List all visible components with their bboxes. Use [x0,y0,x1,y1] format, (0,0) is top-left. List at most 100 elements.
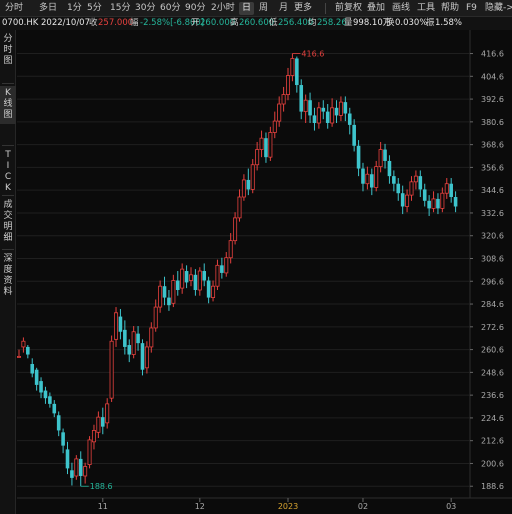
period-tab-2[interactable]: 1分 [67,3,82,13]
y-tick-label: 248.6 [481,368,504,377]
side-divider [2,83,14,84]
candle-body [167,297,171,306]
period-tab-1[interactable]: 多日 [39,3,58,13]
high-label: 高 [230,18,239,28]
candle-body [396,183,401,194]
side-tab-char: 资 [3,276,13,286]
kline-chart[interactable]: 416.6 404.6 392.6 380.6 368.6 356.6 344.6 332.6… [0,30,512,514]
candle-body [140,343,145,370]
toolbar-divider [325,3,326,14]
candle-body [392,176,396,184]
x-tick-label: 11 [98,502,108,511]
period-tab-10[interactable]: 周 [259,3,269,13]
y-tick-label: 320.6 [481,232,504,241]
candle-body [453,197,458,207]
volume-value: 998.10万 [353,18,392,28]
candle-body [316,107,321,124]
side-tab-4[interactable]: 深度资料 [0,252,16,301]
period-tab-9[interactable]: 日 [239,2,255,15]
candle-body [118,316,123,332]
toolbar-action-4[interactable]: 帮助 [441,3,460,13]
candle-body [39,381,43,393]
candle-body [149,327,154,348]
side-divider [2,195,14,196]
y-tick-label: 332.6 [481,209,504,218]
candle-body [180,268,185,289]
candle-body [206,280,211,298]
candle-body [427,200,431,209]
y-tick-label: 284.6 [481,300,504,309]
side-tab-0[interactable]: 分时图 [0,32,16,70]
toolbar-action-6[interactable]: 隐藏-> [485,3,512,13]
period-tab-7[interactable]: 90分 [185,3,206,13]
candle-body [440,192,445,209]
candle-body [413,175,418,183]
side-tab-3[interactable]: 成交明细 [0,198,16,247]
candle-body [405,194,410,207]
avg-value: 258.26 [317,18,347,28]
toolbar-action-2[interactable]: 画线 [392,3,411,13]
close-label: 收 [89,18,98,28]
candle-body [361,168,365,184]
toolbar-action-5[interactable]: F9 [466,3,477,13]
candle-body [241,179,246,198]
high-value: 260.600 [239,18,275,28]
x-tick-label: 03 [446,502,456,511]
plot-background [17,30,470,498]
candle-body [449,183,453,198]
candle-body [171,280,176,304]
y-tick-label: 296.6 [481,277,504,286]
candle-body [290,58,295,76]
candle-body [224,257,229,274]
period-tab-12[interactable]: 更多 [294,3,313,13]
candle-body [233,217,238,242]
side-tab-char: 图 [3,56,13,66]
candle-body [21,340,26,348]
candle-body [175,280,180,290]
candle-body [444,183,449,194]
side-divider [2,249,14,250]
side-tab-char: 深 [3,254,13,264]
change-value: -2.58%[-6.800] [140,18,205,28]
candle-body [286,75,291,95]
side-tab-char: 分 [3,34,13,44]
volume-label: 量 [344,18,353,28]
period-tab-4[interactable]: 15分 [110,3,131,13]
x-tick-label: 02 [358,502,368,511]
toolbar-action-3[interactable]: 工具 [417,3,436,13]
period-tab-3[interactable]: 5分 [87,3,102,13]
side-tab-char: 料 [3,287,13,297]
candle-body [211,285,216,298]
candle-body [153,306,158,329]
turnover-label: 换 [386,18,395,28]
candle-body [237,196,242,219]
candle-body [268,132,273,158]
candle-body [61,432,65,446]
extreme-markers: 416.6 188.6 [80,50,324,491]
candle-body [250,164,255,190]
toolbar-action-0[interactable]: 前复权 [335,3,363,13]
side-tab-char: 线 [3,99,13,109]
candle-body [418,176,423,190]
period-tab-8[interactable]: 2小时 [211,3,235,13]
y-tick-label: 200.6 [481,459,504,468]
candle-body [352,124,356,146]
candle-body [387,160,392,177]
candle-body [215,264,220,287]
change-label: 幅 [130,18,139,28]
candle-body [202,271,207,281]
y-tick-label: 224.6 [481,414,504,423]
period-tab-5[interactable]: 30分 [135,3,156,13]
candle-body [383,149,387,161]
avg-label: 均 [308,18,317,28]
date-axis: 11 12 2023 02 03 [98,498,456,511]
toolbar-action-1[interactable]: 叠加 [367,3,386,13]
x-tick-label: 12 [195,502,205,511]
candle-body [321,107,326,112]
period-tab-0[interactable]: 分时 [5,3,24,13]
period-tab-11[interactable]: 月 [279,3,289,13]
period-tab-6[interactable]: 60分 [160,3,181,13]
candle-body [131,331,136,355]
